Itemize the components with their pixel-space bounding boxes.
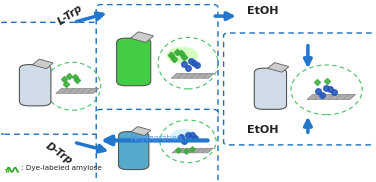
- FancyBboxPatch shape: [117, 38, 151, 86]
- FancyBboxPatch shape: [33, 59, 53, 68]
- Polygon shape: [56, 88, 99, 93]
- Point: [181, 63, 187, 66]
- FancyBboxPatch shape: [0, 22, 102, 134]
- Point: [190, 134, 196, 137]
- Point: [323, 86, 329, 89]
- Point: [66, 74, 72, 77]
- Point: [72, 75, 78, 78]
- Ellipse shape: [171, 129, 197, 143]
- FancyBboxPatch shape: [224, 33, 376, 145]
- Text: EtOH: EtOH: [247, 6, 279, 16]
- FancyBboxPatch shape: [254, 68, 287, 109]
- FancyBboxPatch shape: [131, 127, 151, 135]
- Point: [177, 136, 183, 139]
- Text: L-Trp: L-Trp: [56, 3, 84, 27]
- Point: [194, 64, 200, 67]
- Polygon shape: [172, 148, 213, 153]
- FancyBboxPatch shape: [96, 109, 218, 182]
- Point: [324, 80, 330, 83]
- Point: [74, 79, 80, 82]
- Point: [4, 168, 10, 171]
- Point: [171, 57, 177, 60]
- Text: D-Trp: D-Trp: [44, 141, 74, 167]
- Point: [319, 93, 325, 96]
- FancyBboxPatch shape: [118, 132, 149, 170]
- Point: [331, 90, 337, 93]
- FancyBboxPatch shape: [131, 32, 153, 42]
- Point: [185, 66, 191, 69]
- Point: [189, 147, 195, 150]
- Point: [314, 81, 320, 84]
- Point: [315, 89, 321, 92]
- Point: [193, 137, 199, 140]
- Point: [183, 149, 189, 152]
- Point: [175, 148, 181, 151]
- Point: [185, 133, 191, 136]
- Point: [327, 88, 333, 90]
- Polygon shape: [307, 94, 356, 100]
- Text: Regeneration: Regeneration: [130, 134, 182, 143]
- Point: [61, 78, 67, 81]
- FancyBboxPatch shape: [20, 65, 51, 106]
- Point: [63, 82, 69, 85]
- Point: [168, 54, 174, 57]
- Point: [188, 59, 194, 62]
- Ellipse shape: [167, 47, 198, 64]
- Text: EtOH: EtOH: [247, 125, 279, 135]
- Text: : Dye-labeled amylose: : Dye-labeled amylose: [21, 165, 102, 171]
- FancyBboxPatch shape: [268, 63, 289, 72]
- Point: [177, 52, 183, 55]
- FancyBboxPatch shape: [96, 5, 218, 116]
- Point: [191, 61, 197, 64]
- Point: [180, 139, 186, 142]
- Polygon shape: [171, 73, 214, 78]
- Point: [180, 56, 186, 58]
- Point: [174, 50, 180, 53]
